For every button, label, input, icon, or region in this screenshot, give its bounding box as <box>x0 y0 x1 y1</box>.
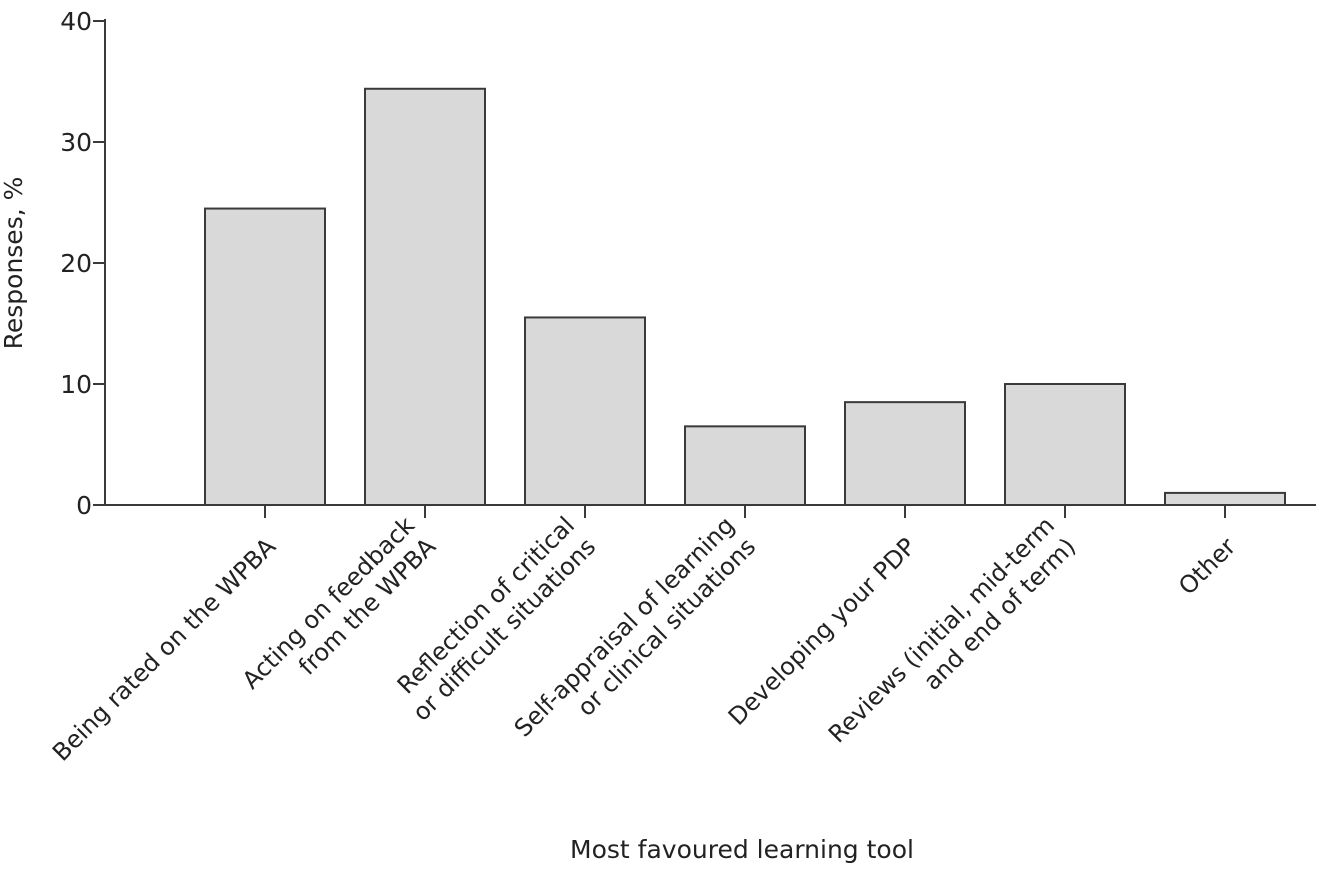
y-tick-label: 20 <box>60 249 92 278</box>
y-axis-title: Responses, % <box>0 177 28 350</box>
bar <box>1004 383 1126 506</box>
x-tick-label-group: Being rated on the WPBA <box>47 532 282 767</box>
x-tick-label: or clinical situations <box>572 532 761 721</box>
y-tick-label: 10 <box>60 370 92 399</box>
y-ticks-group: 0 10 20 30 40 <box>60 7 105 520</box>
x-tick-label: Being rated on the WPBA <box>47 532 282 767</box>
bar <box>204 207 326 507</box>
y-tick-label: 30 <box>60 128 92 157</box>
bar <box>1164 491 1286 506</box>
y-tick-label: 0 <box>76 491 92 520</box>
x-tick-label: Developing your PDP <box>723 532 921 730</box>
x-tick-label: Other <box>1173 532 1241 600</box>
x-tick-label-group: Other <box>1173 532 1241 600</box>
bar <box>364 87 486 506</box>
bar <box>524 316 646 507</box>
bar <box>684 425 806 507</box>
y-tick-label: 40 <box>60 7 92 36</box>
x-tick-label: Reviews (initial, mid-term <box>823 511 1060 748</box>
bar <box>844 401 966 506</box>
x-axis-title: Most favoured learning tool <box>570 835 914 864</box>
bars-group <box>204 87 1286 507</box>
x-tick-label-group: Developing your PDP <box>723 532 921 730</box>
